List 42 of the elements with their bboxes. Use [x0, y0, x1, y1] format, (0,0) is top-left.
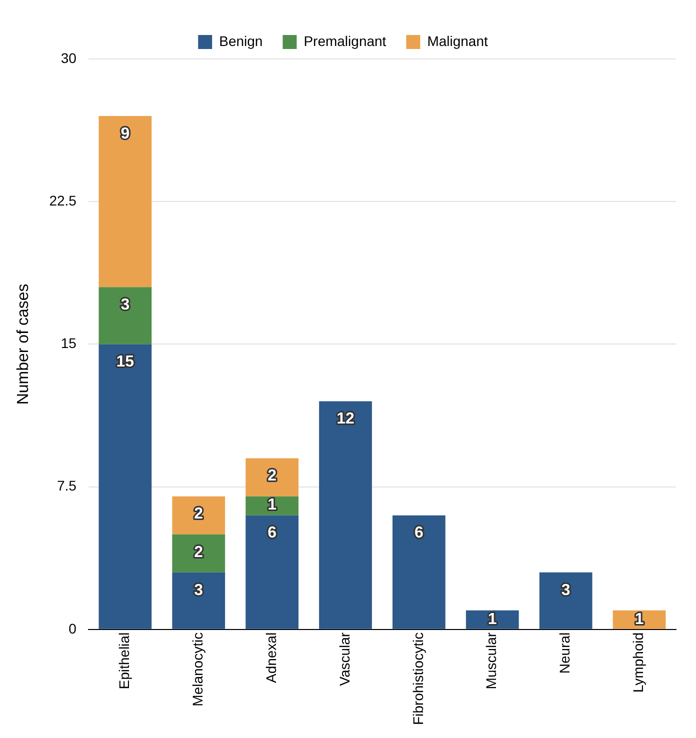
- data-label: 3: [120, 296, 130, 314]
- data-label: 2: [194, 544, 204, 561]
- data-label: 3: [561, 582, 570, 599]
- bar: [98, 344, 152, 629]
- data-label: 2: [194, 506, 204, 523]
- x-tick-label: Lymphoid: [630, 632, 646, 693]
- bar: [392, 515, 446, 629]
- legend-label: Premalignant: [304, 32, 386, 49]
- data-label: 3: [194, 582, 204, 599]
- bar: [246, 458, 298, 496]
- data-label: 1: [268, 496, 277, 514]
- y-tick-label: 22.5: [49, 192, 77, 208]
- x-tick-label: Epithelial: [116, 632, 132, 690]
- data-label: 6: [414, 524, 424, 542]
- x-tick-label: Neural: [556, 632, 573, 674]
- data-label: 12: [336, 410, 354, 428]
- bar: [172, 534, 226, 572]
- x-tick-label: Melanocytic: [189, 632, 206, 706]
- bar: [319, 401, 372, 629]
- bar: [98, 287, 152, 344]
- x-tick-label: Vascular: [336, 632, 352, 686]
- y-tick-label: 7.5: [56, 478, 77, 494]
- legend-label: Benign: [219, 32, 263, 49]
- y-tick-label: 30: [60, 50, 77, 66]
- data-label: 15: [116, 354, 134, 371]
- bar: [539, 572, 592, 629]
- data-label: 2: [268, 468, 277, 485]
- data-label: 1: [488, 610, 497, 628]
- x-tick-label: Muscular: [483, 632, 500, 690]
- y-tick-label: 15: [60, 335, 77, 352]
- bar: [246, 515, 298, 629]
- bar: [172, 496, 226, 534]
- y-tick-label: 0: [68, 620, 77, 636]
- y-axis-title: Number of cases: [15, 284, 32, 405]
- legend-label: Malignant: [427, 32, 488, 49]
- bar: [98, 116, 152, 288]
- data-label: 6: [268, 524, 277, 542]
- data-label: 1: [634, 610, 644, 628]
- x-tick-label: Fibrohistiocytic: [410, 632, 426, 726]
- x-tick-label: Adnexal: [262, 632, 279, 684]
- data-label: 9: [120, 125, 130, 142]
- bar: [172, 572, 226, 629]
